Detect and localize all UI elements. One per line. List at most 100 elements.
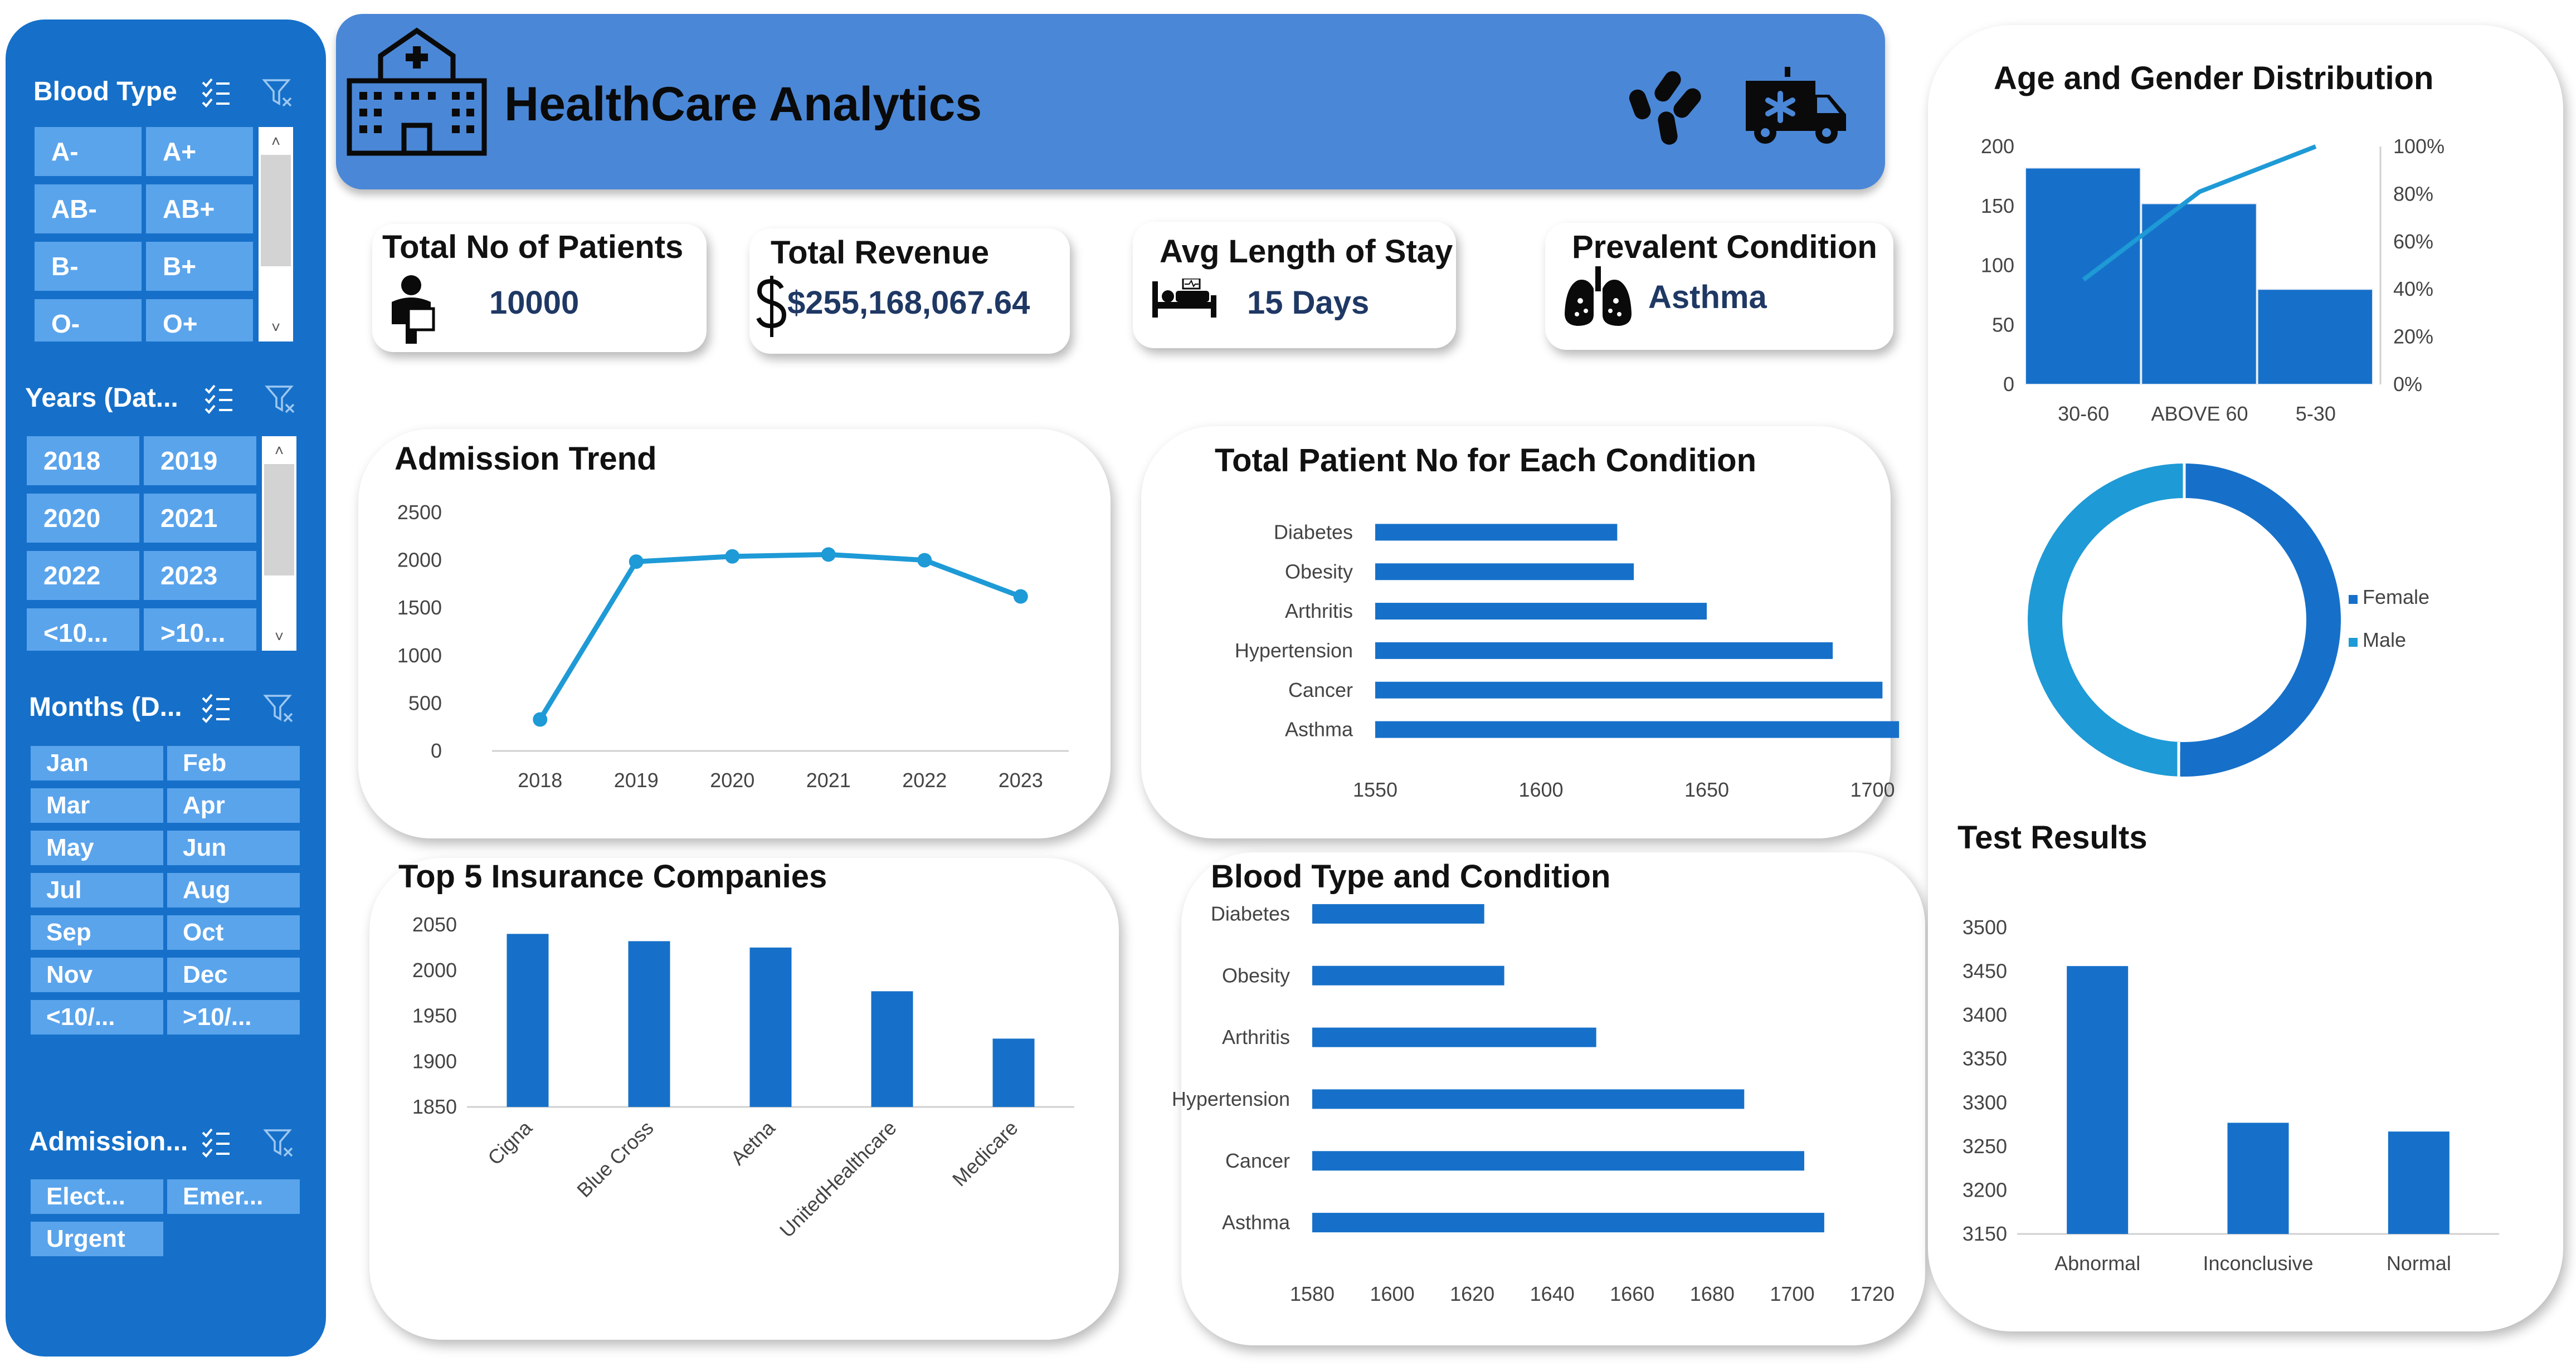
slicer-item-month-jun[interactable]: Jun: [167, 831, 300, 865]
filter-sidebar: Blood Type A- A+ AB- AB+ B- B+ O- O+ ˄ ˅…: [6, 19, 326, 1357]
x-tick-label: 2019: [614, 769, 659, 792]
slicer-item-month-dec[interactable]: Dec: [167, 958, 300, 992]
slicer-item-admission-emergency[interactable]: Emer...: [167, 1179, 300, 1214]
scroll-thumb[interactable]: [261, 155, 291, 266]
dollar-icon: [756, 276, 787, 337]
y2-tick-label: 100%: [2393, 135, 2444, 158]
panel-patients-by-condition: Total Patient No for Each Condition Diab…: [1141, 426, 2061, 838]
slicer-item-blood-a-neg[interactable]: A-: [35, 127, 142, 176]
bar: [1375, 603, 1707, 620]
slicer-item-blood-b-neg[interactable]: B-: [35, 242, 142, 291]
slicer-item-month-jul[interactable]: Jul: [31, 873, 163, 908]
slicer-item-admission-elective[interactable]: Elect...: [31, 1179, 163, 1214]
y-tick-label: 500: [408, 691, 442, 714]
scroll-thumb[interactable]: [264, 464, 294, 575]
y-tick-label: 3200: [1963, 1178, 2007, 1201]
slicer-item-month-after[interactable]: >10/...: [167, 1000, 300, 1035]
y-tick-label: 2050: [412, 913, 457, 936]
slicer-item-year-after[interactable]: >10...: [144, 608, 256, 651]
chart-title: Admission Trend: [395, 441, 657, 477]
x-tick-label: 1680: [1690, 1282, 1735, 1305]
slicer-item-month-may[interactable]: May: [31, 831, 163, 865]
x-tick-label: 30-60: [2058, 402, 2109, 425]
multi-select-icon[interactable]: [201, 77, 232, 108]
slicer-item-year-before[interactable]: <10...: [27, 608, 139, 651]
blood-type-scrollbar[interactable]: ˄ ˅: [259, 127, 293, 341]
y-tick-label: 2000: [412, 959, 457, 982]
scroll-down-icon[interactable]: ˅: [274, 628, 284, 645]
x-tick-label: Inconclusive: [2203, 1252, 2313, 1275]
slicer-item-month-aug[interactable]: Aug: [167, 873, 300, 908]
slicer-item-blood-o-pos[interactable]: O+: [146, 299, 253, 341]
slicer-item-month-sep[interactable]: Sep: [31, 915, 163, 950]
legend-swatch: [2349, 595, 2358, 604]
slicer-item-month-apr[interactable]: Apr: [167, 788, 300, 823]
slicer-item-year-2018[interactable]: 2018: [27, 436, 139, 485]
slicer-item-blood-ab-neg[interactable]: AB-: [35, 184, 142, 233]
slicer-item-year-2021[interactable]: 2021: [144, 494, 256, 543]
multi-select-icon[interactable]: [201, 1127, 232, 1158]
slicer-item-blood-b-pos[interactable]: B+: [146, 242, 253, 291]
blood-type-slicer-title: Blood Type: [33, 77, 177, 106]
multi-select-icon[interactable]: [201, 692, 232, 724]
scroll-down-icon[interactable]: ˅: [271, 319, 281, 336]
clear-filter-icon[interactable]: [263, 692, 294, 724]
bar: [1312, 965, 1504, 985]
y-tick-label: 100: [1981, 254, 2014, 277]
x-tick-label: 1650: [1684, 778, 1729, 801]
x-tick-label: 2023: [999, 769, 1043, 792]
y2-tick-label: 0%: [2393, 373, 2422, 396]
x-tick-label: Blue Cross: [572, 1116, 658, 1202]
category-label: Obesity: [1285, 560, 1353, 583]
scroll-up-icon[interactable]: ˄: [271, 133, 281, 150]
y-tick-label: 50: [1992, 313, 2014, 336]
years-slicer-title: Years (Dat...: [25, 383, 178, 413]
kpi-total-revenue: Total Revenue $255,168,067.64: [749, 228, 1070, 354]
x-tick-label: 1600: [1370, 1282, 1415, 1305]
slicer-item-year-2019[interactable]: 2019: [144, 436, 256, 485]
clear-filter-icon[interactable]: [263, 1127, 294, 1158]
chart-title: Blood Type and Condition: [1211, 858, 1611, 895]
slicer-item-month-feb[interactable]: Feb: [167, 746, 300, 780]
y-tick-label: 3150: [1963, 1222, 2007, 1245]
slicer-item-month-mar[interactable]: Mar: [31, 788, 163, 823]
data-point: [821, 547, 836, 562]
legend-swatch: [2349, 638, 2358, 647]
y-tick-label: 2500: [397, 501, 442, 524]
kpi-value: Asthma: [1648, 279, 1767, 315]
dashboard-header: HealthCare Analytics: [336, 14, 1885, 189]
y-tick-label: 1000: [397, 644, 442, 667]
years-scrollbar[interactable]: ˄ ˅: [262, 436, 296, 651]
clear-filter-icon[interactable]: [262, 77, 293, 108]
x-tick-label: Aetna: [726, 1116, 780, 1169]
slicer-item-month-jan[interactable]: Jan: [31, 746, 163, 780]
bar: [1312, 1151, 1804, 1171]
slicer-item-year-2022[interactable]: 2022: [27, 551, 139, 600]
slicer-item-admission-urgent[interactable]: Urgent: [31, 1222, 163, 1256]
slicer-item-blood-a-pos[interactable]: A+: [146, 127, 253, 176]
bar: [2257, 289, 2374, 386]
admission-trend-chart: 0 500 1000 1500 2000 2500 2018 2019 2020 2021 2022…: [397, 501, 1069, 792]
slicer-item-month-nov[interactable]: Nov: [31, 958, 163, 992]
multi-select-icon[interactable]: [203, 383, 235, 414]
months-slicer-title: Months (D...: [29, 692, 182, 722]
slicer-item-blood-o-neg[interactable]: O-: [35, 299, 142, 341]
panel-blood-type-condition: Blood Type and Condition Diabetes Obesity…: [1172, 852, 1925, 1345]
donut-slice: [2179, 463, 2341, 777]
y-tick-label: 1850: [412, 1095, 457, 1118]
x-tick-label: 1700: [1850, 778, 1895, 801]
slicer-item-month-before[interactable]: <10/...: [31, 1000, 163, 1035]
chart-title: Age and Gender Distribution: [1994, 60, 2434, 96]
right-column-charts: 0 50 100 150 200 0% 20% 40% 60% 80% 100% 30-60 ABOVE…: [1963, 135, 2499, 1275]
slicer-item-blood-ab-pos[interactable]: AB+: [146, 184, 253, 233]
slicer-item-month-oct[interactable]: Oct: [167, 915, 300, 950]
x-tick-label: 1620: [1450, 1282, 1494, 1305]
slicer-item-year-2023[interactable]: 2023: [144, 551, 256, 600]
slicer-item-year-2020[interactable]: 2020: [27, 494, 139, 543]
scroll-up-icon[interactable]: ˄: [274, 442, 284, 459]
blood-type-slicer-header: Blood Type: [33, 67, 312, 117]
data-point: [629, 554, 644, 569]
bar: [1312, 1089, 1745, 1109]
clear-filter-icon[interactable]: [265, 383, 296, 414]
y-tick-label: 3500: [1963, 916, 2007, 939]
